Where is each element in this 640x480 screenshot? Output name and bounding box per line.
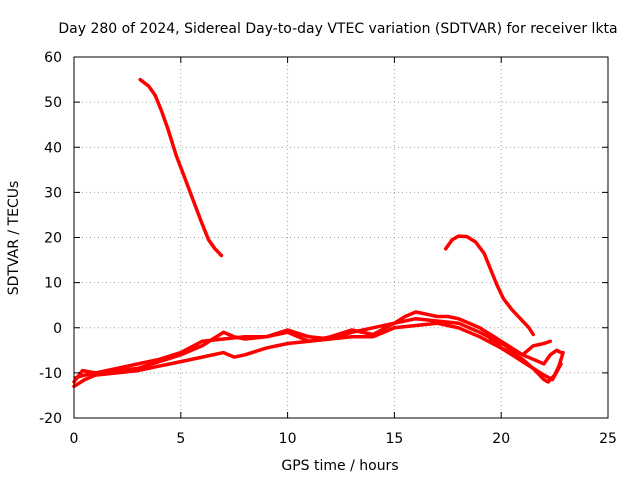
x-tick-label: 5 (176, 431, 185, 447)
x-tick-label: 0 (70, 431, 79, 447)
x-axis-ticks: 0 5 10 15 20 25 (70, 57, 617, 447)
x-tick-label: 20 (492, 431, 510, 447)
y-axis-label: SDTVAR / TECUs (6, 181, 22, 296)
y-tick-label: 60 (44, 50, 62, 66)
series-line-track-late-arc (443, 234, 535, 337)
y-tick-label: 10 (44, 276, 62, 292)
y-axis-ticks: -20 -10 0 10 20 30 40 50 60 (39, 50, 608, 427)
y-tick-label: 40 (44, 140, 62, 156)
y-tick-label: 50 (44, 95, 62, 111)
grid (74, 57, 608, 418)
y-tick-label: 0 (53, 321, 62, 337)
x-tick-label: 25 (599, 431, 617, 447)
y-tick-label: 20 (44, 231, 62, 247)
series-line-track-early-descent (138, 77, 224, 258)
series-line-track-main-lower (72, 321, 563, 389)
series-line-track-main-upper (72, 310, 563, 384)
series-group (72, 77, 565, 389)
x-tick-label: 10 (279, 431, 297, 447)
chart-title: Day 280 of 2024, Sidereal Day-to-day VTE… (58, 21, 617, 37)
y-tick-label: -10 (39, 366, 62, 382)
y-tick-label: 30 (44, 185, 62, 201)
series-line-track-tail (488, 337, 565, 384)
x-tick-label: 15 (385, 431, 403, 447)
x-axis-label: GPS time / hours (281, 458, 398, 474)
y-tick-label: -20 (39, 411, 62, 427)
